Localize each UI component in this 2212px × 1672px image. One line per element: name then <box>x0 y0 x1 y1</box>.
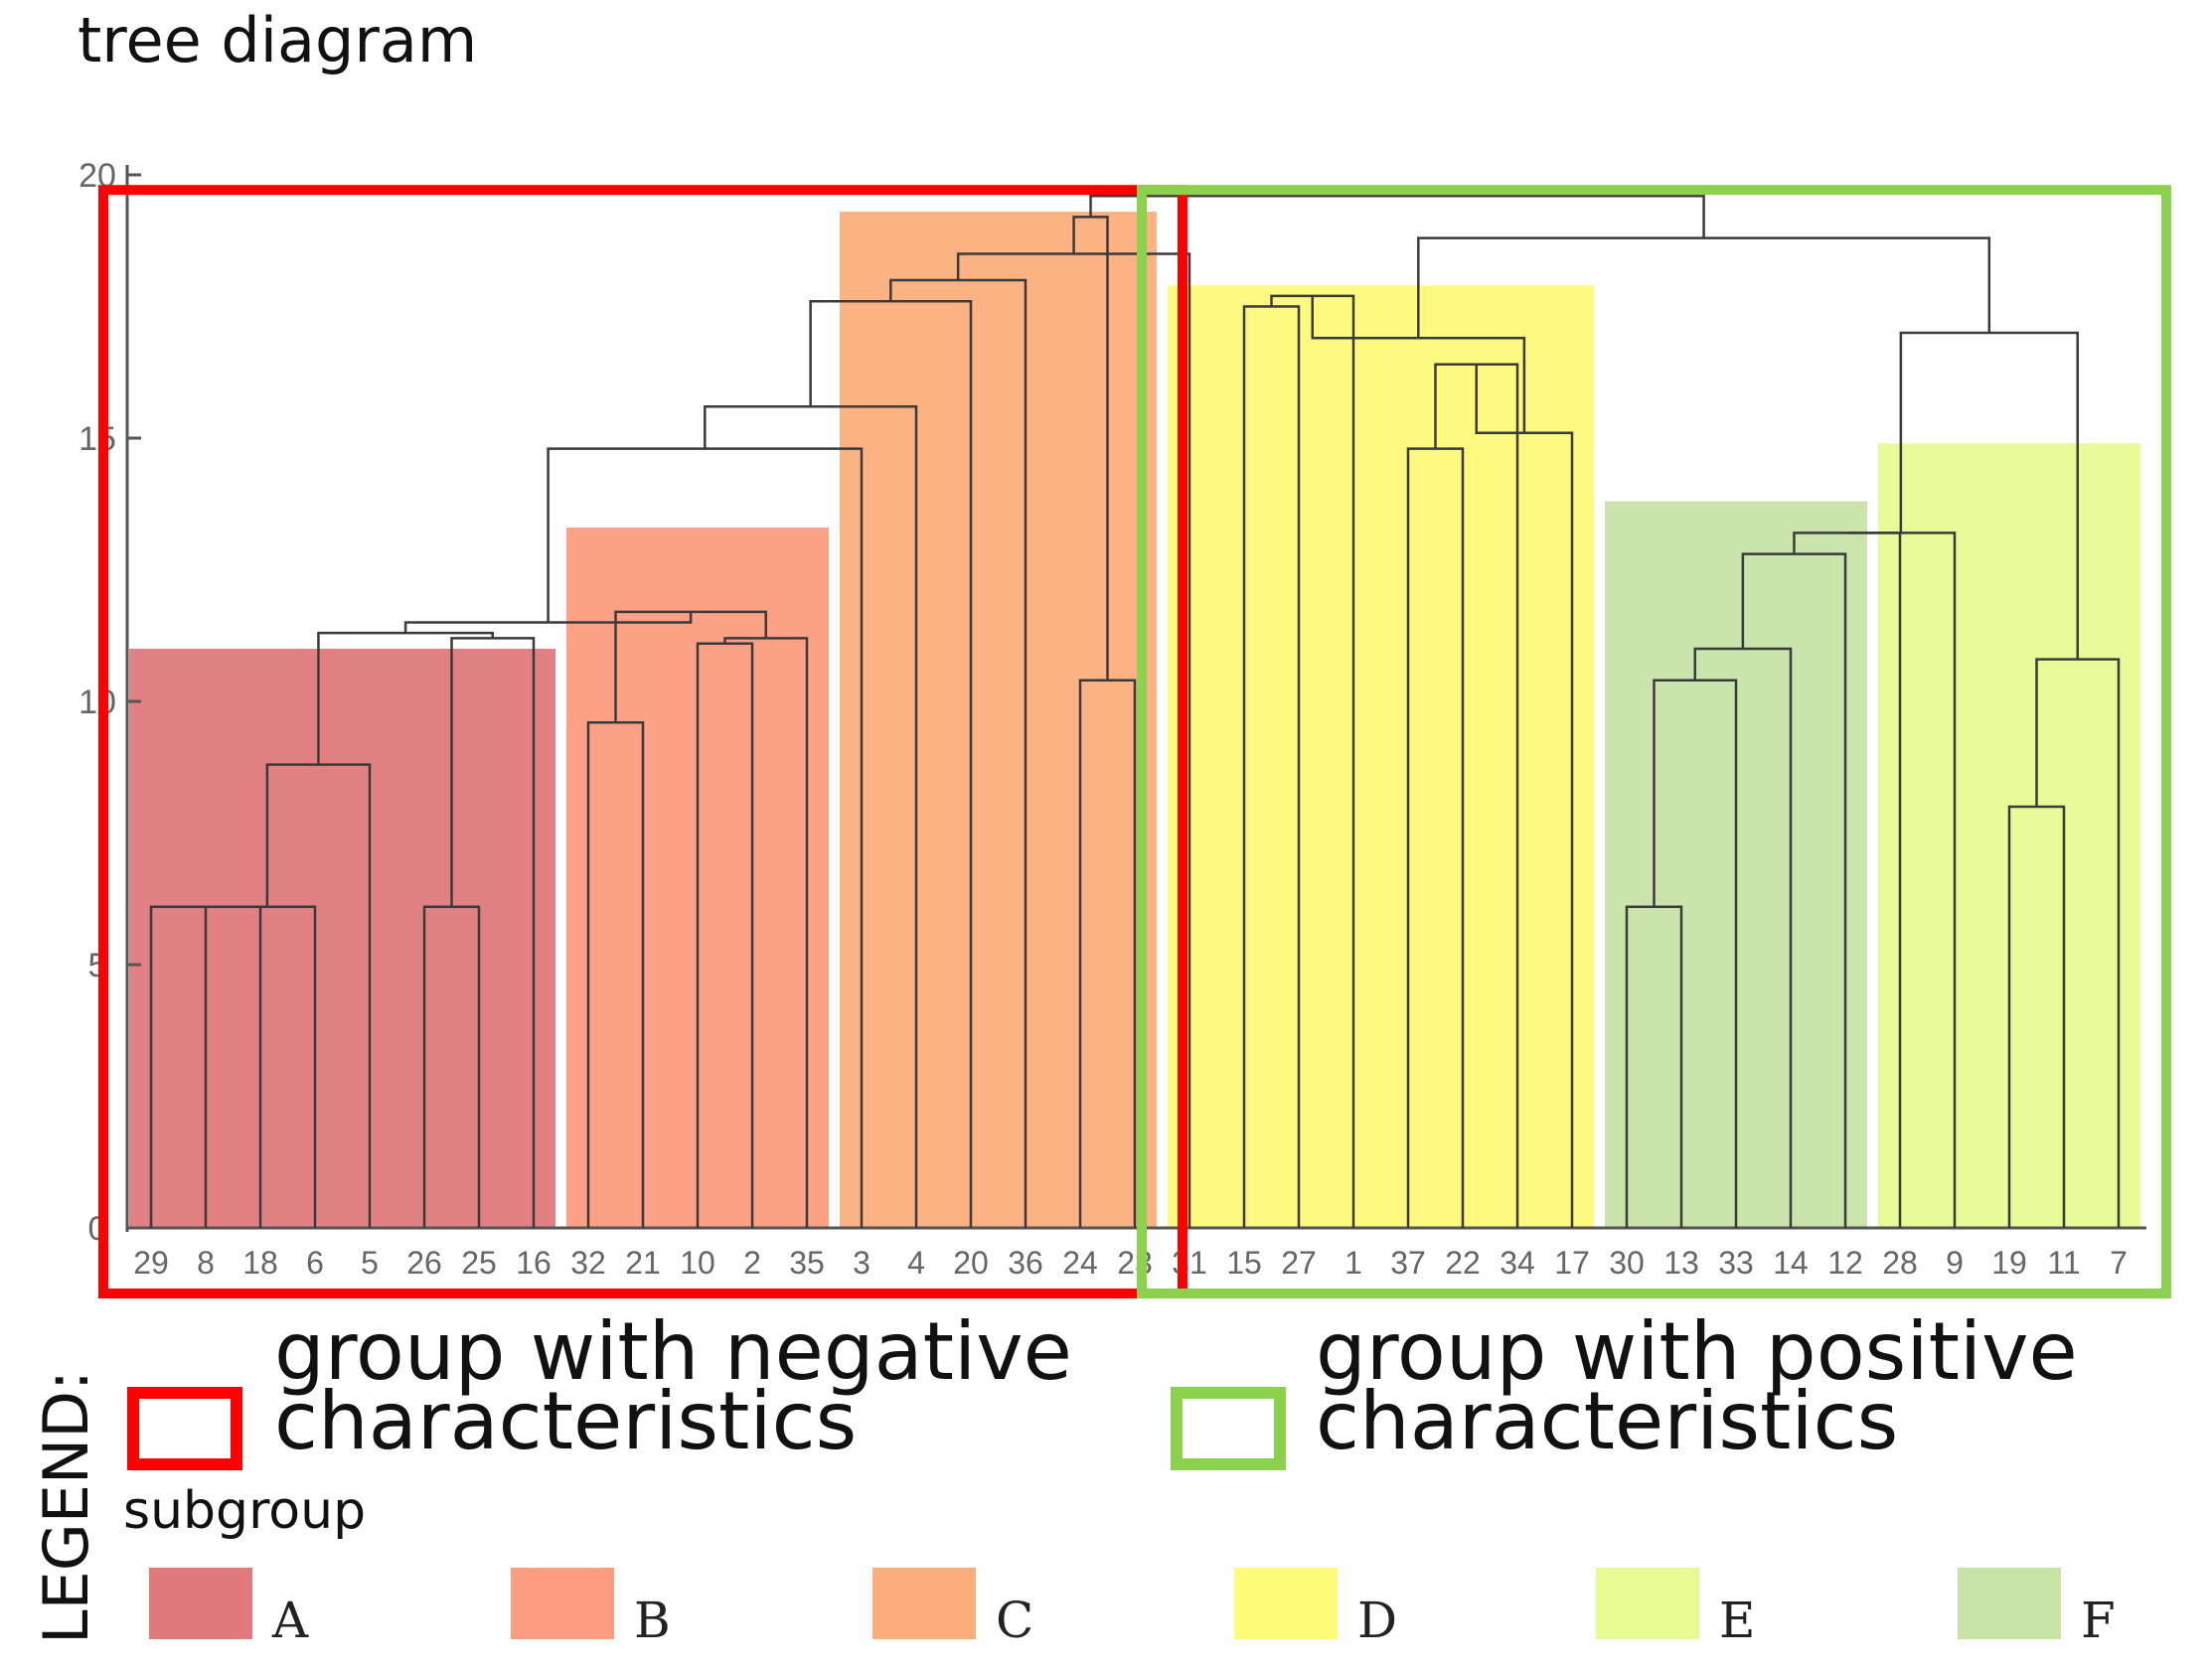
leaf-label: 25 <box>461 1245 497 1281</box>
leaf-label: 28 <box>1882 1245 1918 1281</box>
subgroup-legend: A B C D E F <box>149 1568 2116 1649</box>
y-tick-label: 10 <box>79 684 116 721</box>
legend-swatch-e <box>1596 1568 1699 1639</box>
chart-title: tree diagram <box>78 4 477 76</box>
leaf-label: 36 <box>1008 1245 1043 1281</box>
leaf-label: 30 <box>1609 1245 1645 1281</box>
subgroup-region-a <box>129 649 555 1228</box>
leaf-label: 22 <box>1445 1245 1481 1281</box>
negative-group-label-line1: group with negative <box>274 1305 1072 1398</box>
negative-group-frame <box>98 185 1187 1299</box>
legend-swatch-c <box>872 1568 976 1639</box>
leaf-label: 29 <box>133 1245 169 1281</box>
dendrogram-link <box>1089 194 1705 238</box>
leaf-label: 19 <box>1991 1245 2027 1281</box>
leaf-label: 18 <box>242 1245 278 1281</box>
leaf-label: 35 <box>789 1245 825 1281</box>
leaf-label: 20 <box>953 1245 989 1281</box>
leaf-label: 4 <box>907 1245 925 1281</box>
leaf-label: 3 <box>853 1245 870 1281</box>
leaf-label: 31 <box>1172 1245 1207 1281</box>
leaf-label: 8 <box>197 1245 215 1281</box>
leaf-label: 10 <box>680 1245 715 1281</box>
legend-label-c: C <box>996 1592 1033 1649</box>
leaf-label: 2 <box>743 1245 761 1281</box>
dendrogram-link <box>219 905 317 1228</box>
leaf-label: 33 <box>1718 1245 1754 1281</box>
legend-swatch-d <box>1234 1568 1338 1639</box>
leaf-label: 7 <box>2110 1245 2128 1281</box>
subgroup-legend-title: subgroup <box>123 1481 366 1541</box>
subgroup-region-d <box>1168 285 1594 1228</box>
legend-swatch-f <box>1958 1568 2061 1639</box>
positive-group-frame <box>1137 185 2171 1299</box>
legend-swatch-b <box>511 1568 614 1639</box>
leaf-label: 21 <box>625 1245 661 1281</box>
positive-group-label-line2: characteristics <box>1316 1375 1898 1467</box>
dendrogram-links <box>149 194 2121 1228</box>
legend-label-f: F <box>2081 1592 2116 1649</box>
leaf-label: 23 <box>1117 1245 1153 1281</box>
positive-group-label-line1: group with positive <box>1316 1305 2078 1398</box>
leaf-label: 26 <box>406 1245 442 1281</box>
legend-label: LEGEND: <box>30 1370 102 1644</box>
leaf-label: 13 <box>1663 1245 1699 1281</box>
group-frames <box>98 185 2171 1299</box>
leaf-label: 5 <box>361 1245 379 1281</box>
leaf-label: 15 <box>1226 1245 1262 1281</box>
dendrogram-link <box>1846 532 1957 1228</box>
legend-label-d: D <box>1357 1592 1397 1649</box>
leaf-label: 6 <box>306 1245 324 1281</box>
y-tick-label: 15 <box>79 420 116 458</box>
leaf-label: 14 <box>1773 1245 1809 1281</box>
leaf-label: 11 <box>2047 1245 2080 1281</box>
leaf-label: 9 <box>1946 1245 1964 1281</box>
legend-swatch-a <box>149 1568 252 1639</box>
subgroup-region-c <box>840 212 1157 1229</box>
leaf-label: 1 <box>1344 1245 1362 1281</box>
legend-label-b: B <box>634 1592 671 1649</box>
leaf-labels: 29 8 18 6 5 26 25 16 32 21 10 2 35 3 4 20 36 24 23 31 15 27 1 3… <box>133 1245 2128 1281</box>
leaf-label: 12 <box>1827 1245 1863 1281</box>
leaf-label: 16 <box>516 1245 552 1281</box>
leaf-label: 17 <box>1554 1245 1590 1281</box>
negative-group-legend-swatch <box>127 1387 242 1470</box>
leaf-label: 27 <box>1281 1245 1317 1281</box>
leaf-label: 24 <box>1062 1245 1098 1281</box>
positive-group-legend-swatch <box>1171 1387 1286 1470</box>
negative-group-label-line2: characteristics <box>274 1375 857 1467</box>
legend-label-e: E <box>1719 1592 1756 1649</box>
leaf-label: 32 <box>570 1245 606 1281</box>
legend-label-a: A <box>271 1592 309 1649</box>
leaf-label: 37 <box>1390 1245 1426 1281</box>
leaf-label: 34 <box>1500 1245 1535 1281</box>
